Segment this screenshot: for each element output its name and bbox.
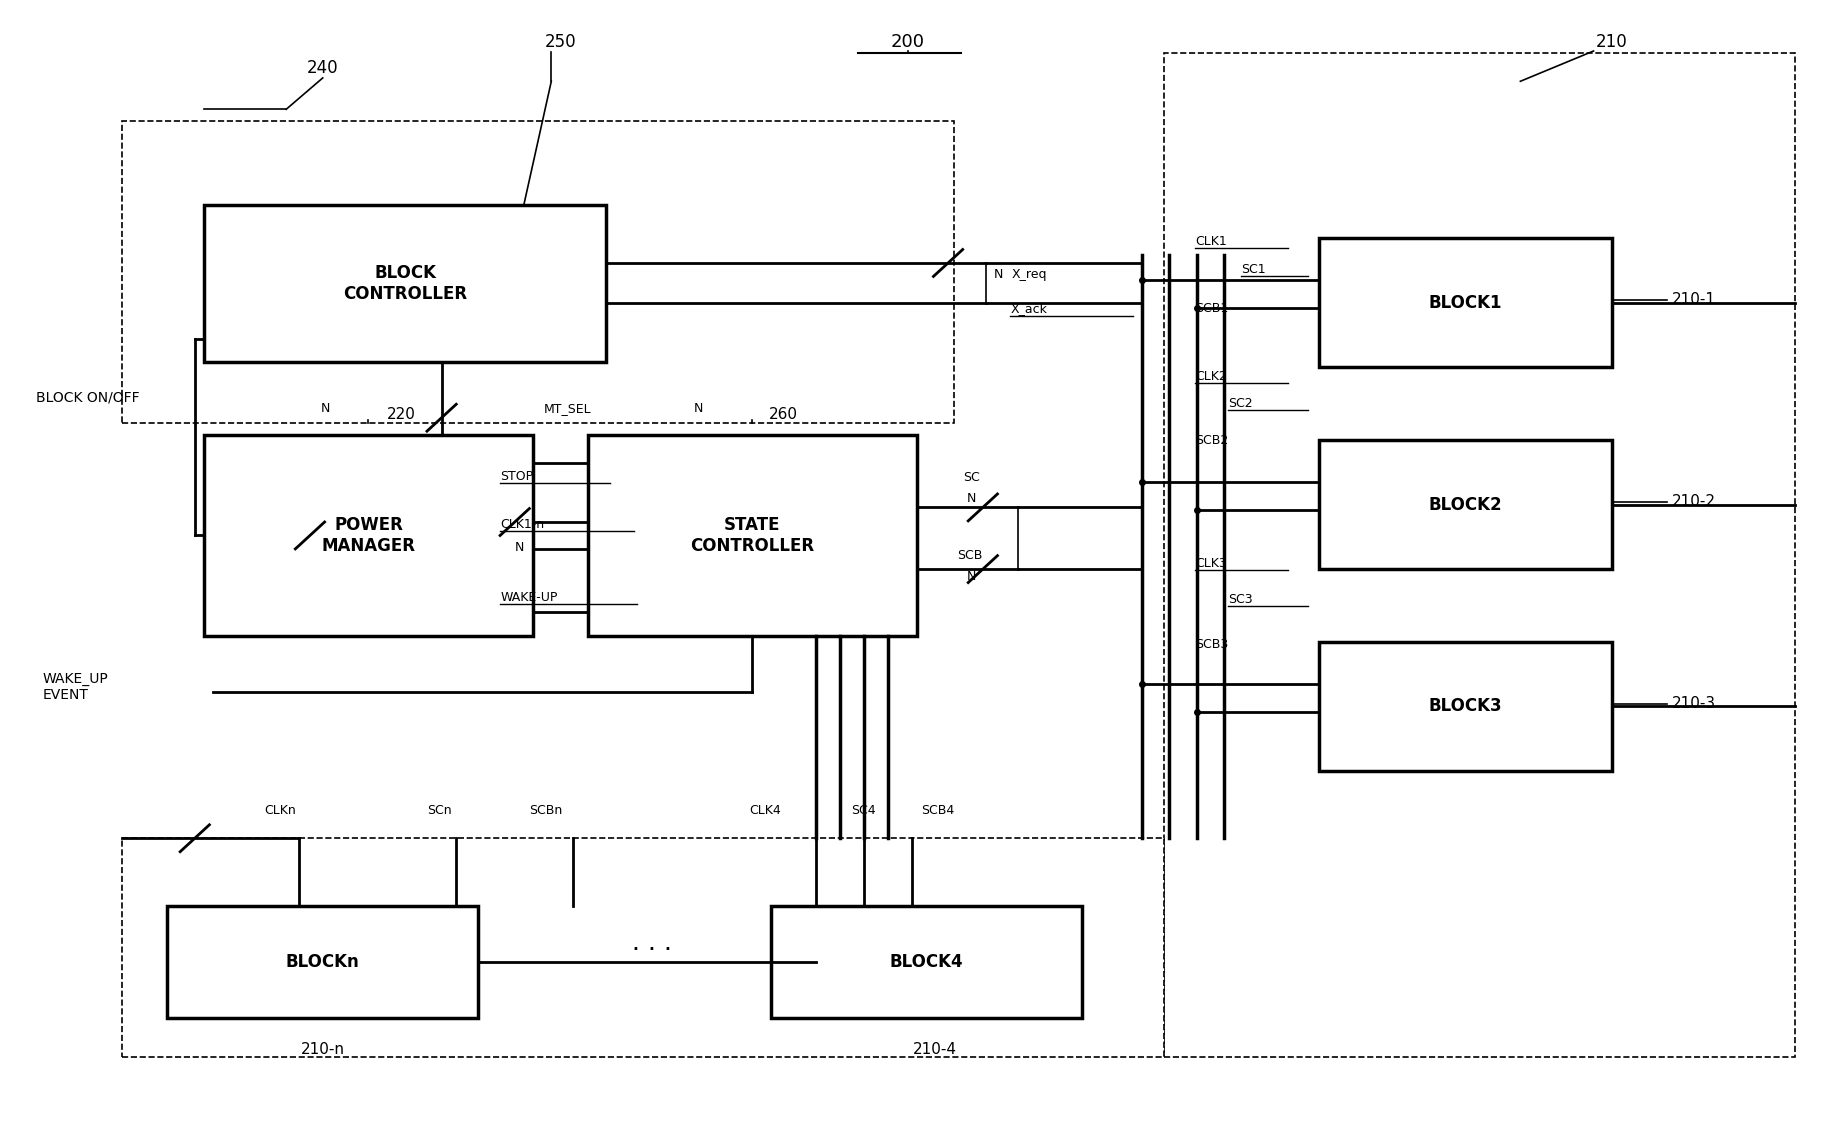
Bar (589, 435, 917, 637)
Text: N: N (321, 402, 330, 415)
Bar (204, 435, 534, 637)
Bar (167, 905, 479, 1018)
Bar (1319, 642, 1612, 771)
Text: 250: 250 (545, 33, 576, 51)
Text: CLK1-n: CLK1-n (501, 517, 545, 531)
Text: BLOCK4: BLOCK4 (889, 952, 963, 970)
Text: SCB1: SCB1 (1196, 302, 1229, 316)
Text: CLK2: CLK2 (1196, 370, 1227, 383)
Text: SCB: SCB (957, 549, 983, 562)
Bar (204, 205, 607, 362)
Text: SC1: SC1 (1240, 264, 1265, 276)
Text: SC2: SC2 (1227, 397, 1253, 409)
Text: SC4: SC4 (851, 804, 877, 817)
Text: SCB3: SCB3 (1196, 638, 1229, 650)
Text: X_req: X_req (1012, 268, 1047, 281)
Text: CLKn: CLKn (264, 804, 295, 817)
Text: N: N (994, 268, 1003, 281)
Bar (121, 121, 954, 424)
Text: MT_SEL: MT_SEL (545, 402, 592, 415)
Text: SCBn: SCBn (530, 804, 563, 817)
Text: 240: 240 (306, 59, 339, 77)
Text: · · ·: · · · (633, 939, 671, 962)
Text: BLOCK
CONTROLLER: BLOCK CONTROLLER (343, 264, 468, 302)
Text: SCn: SCn (427, 804, 451, 817)
Text: 210-4: 210-4 (913, 1041, 957, 1057)
Text: 260: 260 (768, 407, 798, 421)
Text: SCB2: SCB2 (1196, 434, 1229, 446)
Text: STATE
CONTROLLER: STATE CONTROLLER (690, 516, 814, 554)
Bar (1319, 441, 1612, 569)
Text: BLOCK3: BLOCK3 (1429, 698, 1502, 716)
Text: POWER
MANAGER: POWER MANAGER (321, 516, 416, 554)
Text: 210-2: 210-2 (1673, 495, 1717, 509)
Text: SC3: SC3 (1227, 593, 1253, 606)
Text: BLOCK ON/OFF: BLOCK ON/OFF (35, 391, 139, 405)
Text: 210-3: 210-3 (1673, 696, 1717, 711)
Text: SCB4: SCB4 (921, 804, 954, 817)
Text: BLOCK1: BLOCK1 (1429, 294, 1502, 312)
Text: N: N (515, 541, 525, 554)
Text: 210-1: 210-1 (1673, 293, 1717, 308)
Text: STOP: STOP (501, 470, 534, 482)
Text: 220: 220 (387, 407, 416, 421)
Text: X_ack: X_ack (1011, 302, 1047, 316)
Text: BLOCK2: BLOCK2 (1429, 496, 1502, 514)
Text: BLOCKn: BLOCKn (286, 952, 359, 970)
Text: 210: 210 (1596, 33, 1629, 51)
Text: 210-n: 210-n (301, 1041, 345, 1057)
Text: SC: SC (963, 471, 979, 483)
Bar (1165, 53, 1795, 1057)
Bar (770, 905, 1082, 1018)
Text: N: N (693, 402, 702, 415)
Text: CLK1: CLK1 (1196, 236, 1227, 248)
Bar (1319, 238, 1612, 367)
Text: 200: 200 (891, 33, 924, 51)
Text: N: N (967, 492, 976, 505)
Text: WAKE_UP
EVENT: WAKE_UP EVENT (42, 672, 108, 702)
Text: CLK4: CLK4 (748, 804, 781, 817)
Text: CLK3: CLK3 (1196, 557, 1227, 570)
Text: N: N (967, 570, 976, 584)
Bar (121, 838, 1165, 1057)
Text: WAKE-UP: WAKE-UP (501, 591, 558, 604)
